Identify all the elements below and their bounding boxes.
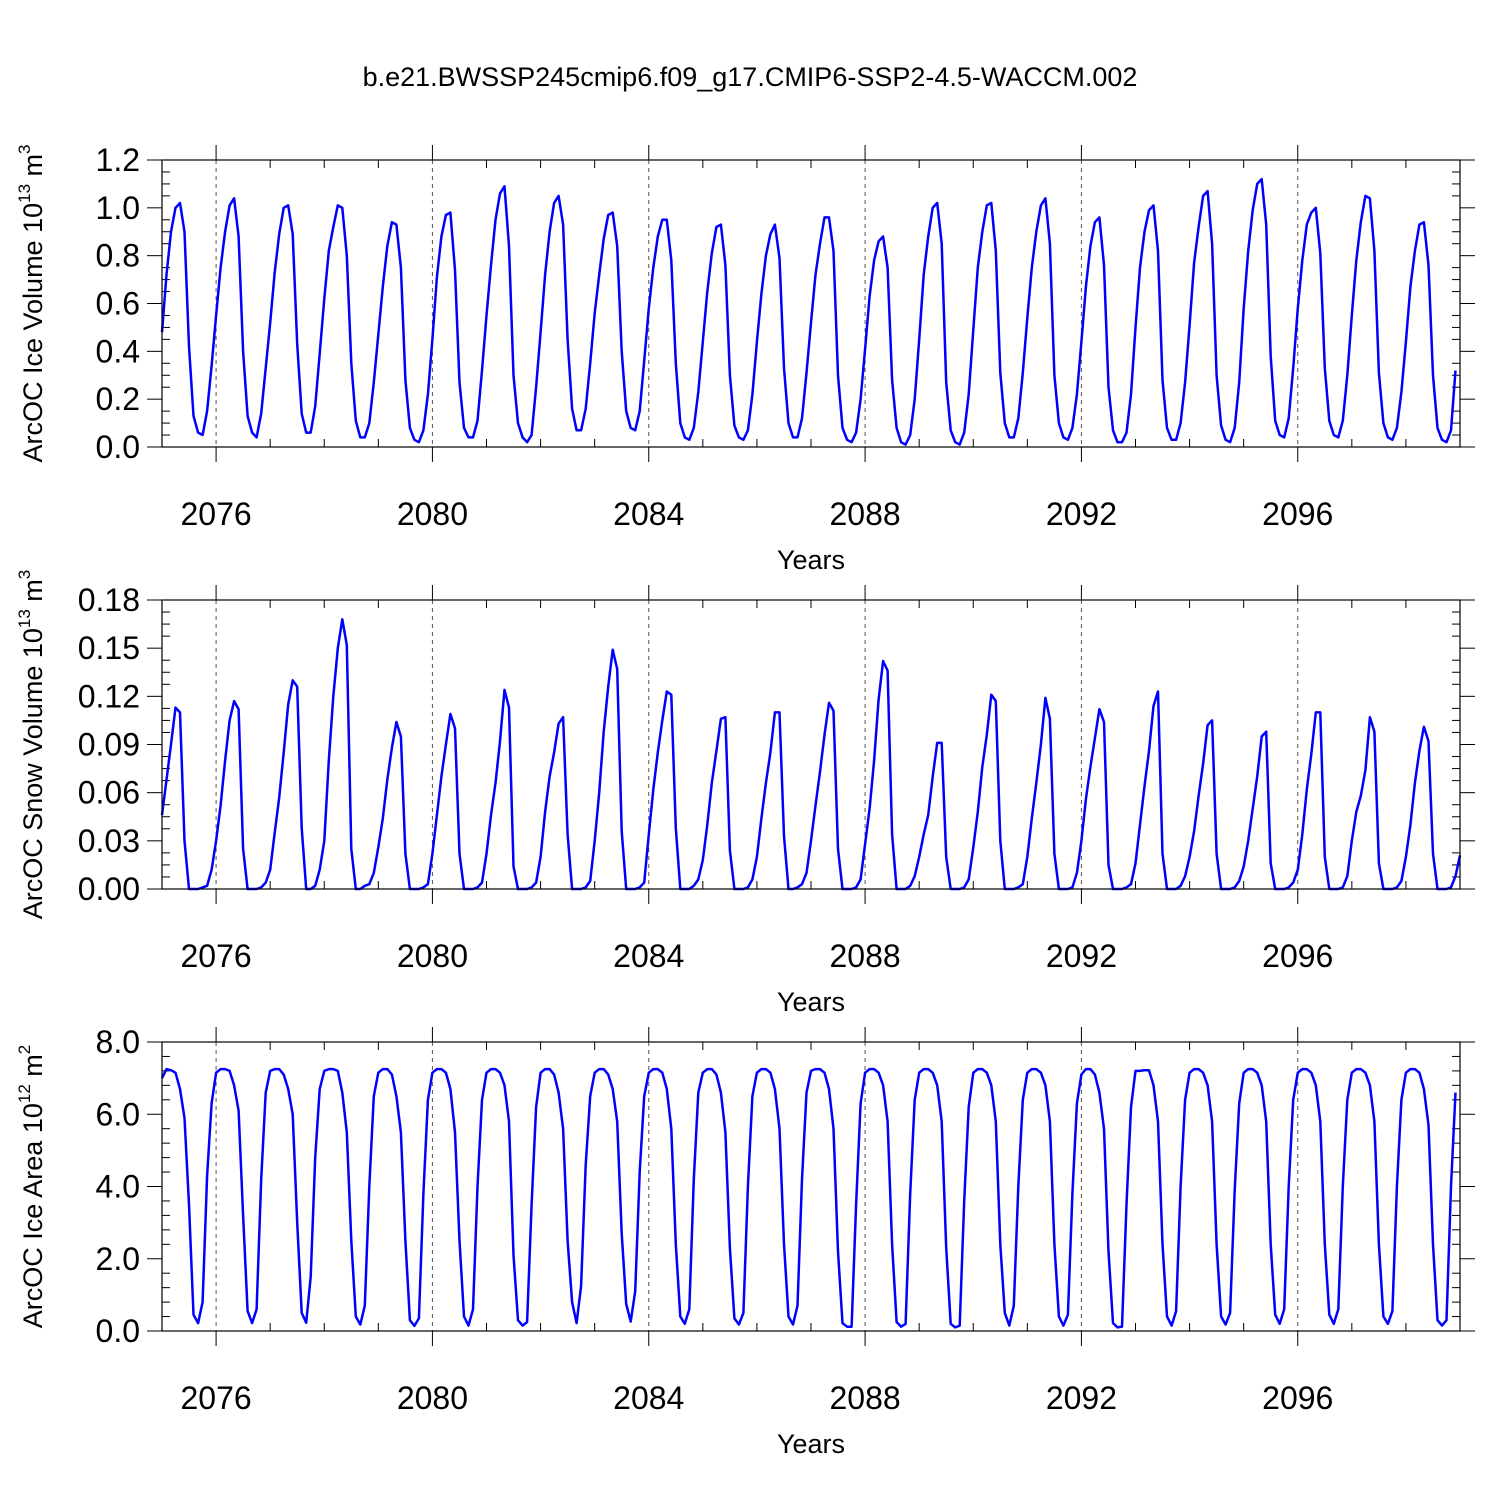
x-tick-label: 2080 bbox=[397, 938, 468, 974]
y-tick-label: 0.0 bbox=[96, 429, 140, 465]
x-tick-label: 2088 bbox=[829, 938, 900, 974]
x-tick-label: 2088 bbox=[829, 496, 900, 532]
plot-frame bbox=[161, 1041, 1461, 1332]
x-tick-label: 2092 bbox=[1046, 938, 1117, 974]
chart-panel-ice-area: 0.0 2.0 4.0 6.0 8.0 2076 2080 2084 2088 2092 2096 Y… bbox=[15, 1024, 1475, 1459]
x-tick-label: 2096 bbox=[1262, 938, 1333, 974]
figure-title: b.e21.BWSSP245cmip6.f09_g17.CMIP6-SSP2-4… bbox=[362, 62, 1138, 92]
y-tick-label: 0.12 bbox=[78, 678, 140, 714]
y-tick-label: 0.0 bbox=[96, 1313, 140, 1349]
y-tick-label: 1.0 bbox=[96, 190, 140, 226]
y-tick-label: 0.15 bbox=[78, 630, 140, 666]
y-tick-label: 6.0 bbox=[96, 1096, 140, 1132]
y-tick-label: 0.09 bbox=[78, 727, 140, 763]
x-tick-label: 2092 bbox=[1046, 496, 1117, 532]
plot-frame bbox=[161, 159, 1461, 448]
x-tick-label: 2092 bbox=[1046, 1380, 1117, 1416]
x-tick-label: 2076 bbox=[180, 1380, 251, 1416]
y-tick-label: 0.6 bbox=[96, 286, 140, 322]
x-tick-label: 2084 bbox=[613, 1380, 684, 1416]
plot-frame bbox=[161, 599, 1461, 890]
y-tick-label: 1.2 bbox=[96, 142, 140, 178]
series-line-snow-volume bbox=[160, 618, 1462, 891]
x-tick-label: 2084 bbox=[613, 938, 684, 974]
x-tick-label: 2088 bbox=[829, 1380, 900, 1416]
y-tick-label: 0.8 bbox=[96, 238, 140, 274]
x-tick-label: 2076 bbox=[180, 496, 251, 532]
x-tick-label: 2084 bbox=[613, 496, 684, 532]
y-axis-label: ArcOC Snow Volume 1013 m3 bbox=[15, 570, 48, 920]
y-tick-label: 0.18 bbox=[78, 582, 140, 618]
x-axis-label: Years bbox=[777, 987, 845, 1017]
y-axis-label: ArcOC Ice Area 1012 m2 bbox=[15, 1045, 48, 1329]
x-tick-label: 2096 bbox=[1262, 1380, 1333, 1416]
chart-panel-ice-volume: 0.0 0.2 0.4 0.6 0.8 1.0 1.2 2076 2080 2084 2088 209… bbox=[15, 142, 1475, 575]
x-tick-label: 2076 bbox=[180, 938, 251, 974]
x-axis-label: Years bbox=[777, 545, 845, 575]
x-axis-label: Years bbox=[777, 1429, 845, 1459]
y-tick-label: 8.0 bbox=[96, 1024, 140, 1060]
y-tick-label: 2.0 bbox=[96, 1241, 140, 1277]
x-tick-label: 2080 bbox=[397, 496, 468, 532]
y-tick-label: 4.0 bbox=[96, 1169, 140, 1205]
series-line-ice-area bbox=[160, 1067, 1457, 1329]
y-tick-label: 0.2 bbox=[96, 381, 140, 417]
y-tick-label: 0.4 bbox=[96, 333, 140, 369]
y-axis-label: ArcOC Ice Volume 1013 m3 bbox=[15, 144, 48, 462]
y-tick-label: 0.03 bbox=[78, 823, 140, 859]
x-tick-label: 2096 bbox=[1262, 496, 1333, 532]
chart-panel-snow-volume: 0.00 0.03 0.06 0.09 0.12 0.15 0.18 2076 2080 2084… bbox=[15, 570, 1475, 1017]
x-tick-label: 2080 bbox=[397, 1380, 468, 1416]
y-tick-label: 0.00 bbox=[78, 871, 140, 907]
series-line-ice-volume bbox=[160, 177, 1457, 446]
y-tick-label: 0.06 bbox=[78, 775, 140, 811]
